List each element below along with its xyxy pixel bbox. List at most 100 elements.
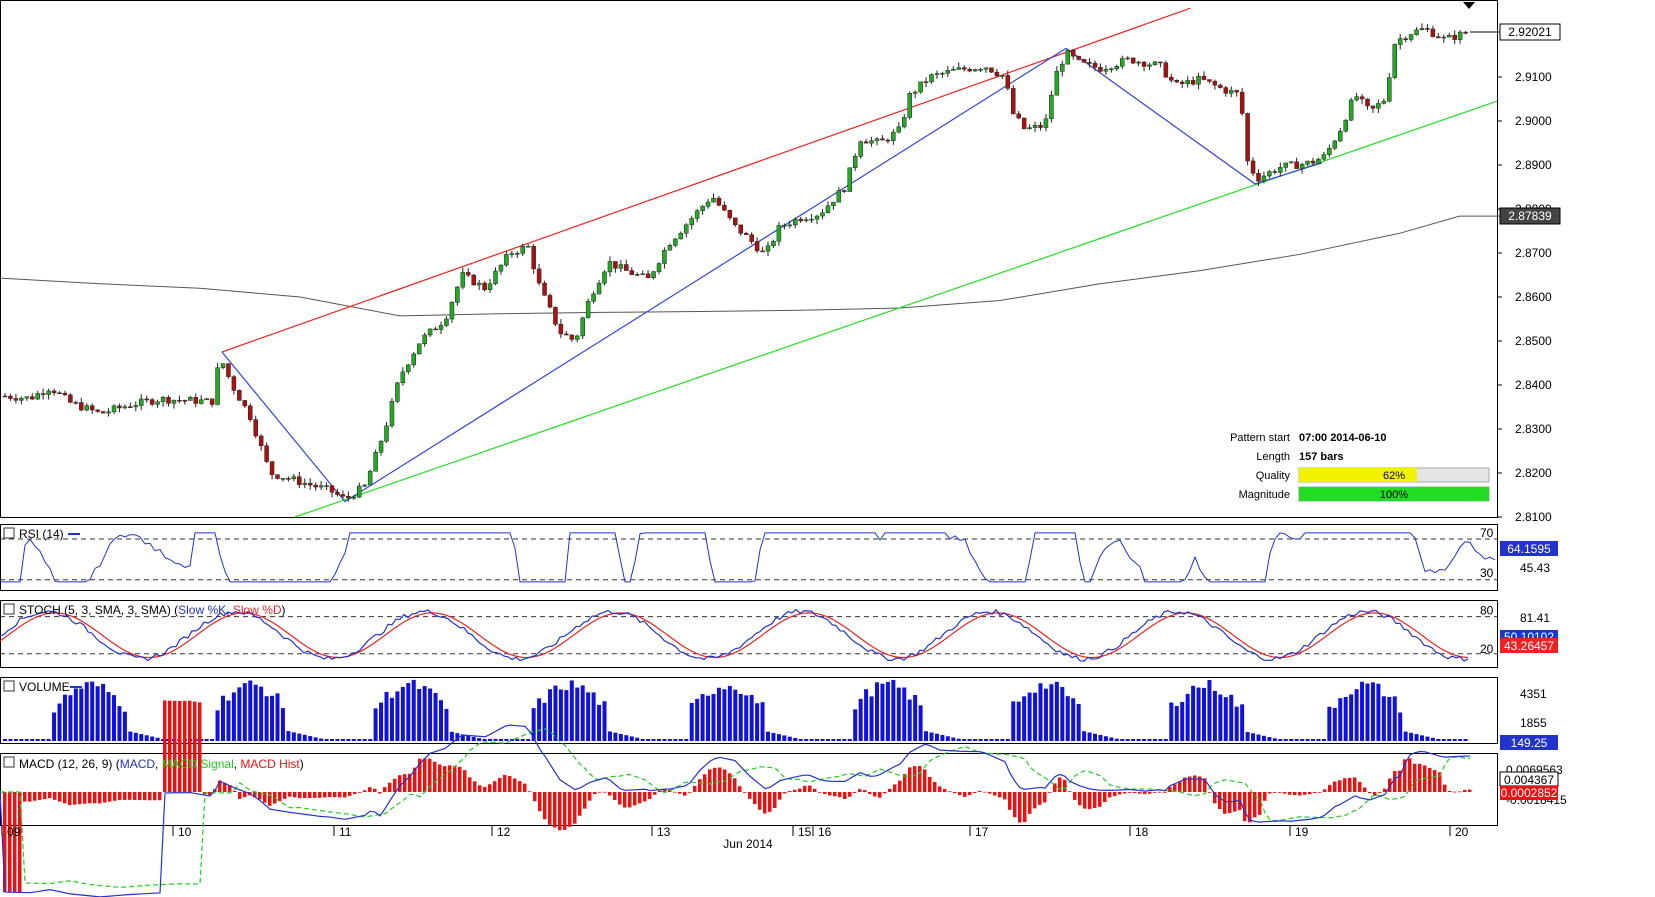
volume-bar [8,739,13,741]
volume-bar [1425,736,1430,741]
macd-hist-bar [843,792,847,799]
volume-bar [439,700,443,741]
volume-bar [667,739,672,741]
volume-bar [558,689,563,741]
candle-bull [302,482,307,485]
volume-bar [1278,739,1283,741]
volume-bar [90,681,95,741]
macd-hist-bar [113,792,117,801]
volume-bar [204,739,209,741]
candle-bull [133,405,139,408]
volume-bar [624,735,629,741]
macd-hist-bar [583,792,587,809]
volume-bar [1463,739,1468,741]
volume-bar [1147,739,1152,741]
macd-hist-bar [1443,784,1447,792]
macd-hist-bar [908,767,912,792]
volume-bar [389,697,394,741]
macd-hist-bar [708,769,712,792]
candle-bear [880,138,885,141]
macd-hist-bar [1233,792,1237,812]
macd-hist-bar [1088,792,1092,810]
candle-bear [547,295,553,308]
volume-bar [41,739,46,741]
price-tick-label: 2.8100 [1515,510,1552,524]
volume-bar [537,698,542,741]
candle-bull [1114,66,1120,70]
volume-bar [1000,739,1005,741]
volume-bar [1381,696,1386,741]
candle-bull [1305,160,1310,165]
volume-bar [221,695,225,741]
candle-bull [1120,58,1125,67]
candle-bull [1419,28,1425,31]
macd-hist-bar [828,792,832,796]
candle-bear [40,393,46,395]
volume-bar [346,739,351,741]
candle-bear [231,376,237,391]
macd-hist-bar [903,774,907,792]
candle-bear [1452,34,1457,40]
volume-bar [1125,739,1130,741]
volume-bar [531,708,536,741]
macd-hist-bar [33,792,37,801]
volume-bar [869,696,874,741]
candle-bull [1441,36,1447,39]
volume-bar [553,685,558,741]
candle-bull [673,238,678,246]
candle-bull [1147,64,1152,67]
price-tick-label: 2.8900 [1515,158,1552,172]
candle-bear [1016,113,1021,119]
macd-hist-bar [913,766,917,792]
volume-bar [1376,683,1381,741]
macd-hist-bar [258,792,262,800]
candle-bear [760,250,765,253]
candle-bull [874,138,880,141]
candle-bear [1272,171,1278,173]
macd-hist-bar [558,792,562,831]
macd-hist-bar [683,792,687,796]
volume-bar [607,731,612,741]
macd-hist-bar [503,774,507,792]
candle-bear [1310,160,1316,164]
volume-bar [1054,681,1059,741]
stoch-value-box: 50.10102 43.26457 [1500,630,1558,653]
macd-hist-bar [1343,778,1347,792]
volume-bar [106,692,111,741]
volume-bar [597,704,602,741]
candle-bull [1267,171,1272,177]
candle-bear [613,261,618,269]
macd-value-box: 0.004367 0.0002852 [1499,771,1559,800]
candle-bull [155,401,160,405]
macd-hist-bar [973,792,977,793]
macd-hist-bar [1148,792,1152,794]
volume-bar [951,737,956,741]
volume-bar [678,739,683,741]
candle-bull [1316,158,1321,164]
macd-hist-bar [1333,781,1337,792]
candle-bear [482,282,487,290]
candle-bull [934,73,940,75]
macd-hist-bar [423,758,427,792]
macd-hist-bar [1123,792,1127,794]
macd-hist-bar [1273,792,1277,793]
macd-hist-bar [468,777,472,792]
day-label: 11 [339,825,352,839]
candle-bull [711,197,716,203]
candle-bear [1038,125,1043,128]
candle-bull [694,210,700,219]
volume-bar [1093,733,1097,741]
macd-hist-bar [458,766,462,792]
macd-hist-bar [1158,791,1162,793]
macd-hist-bar [298,792,302,799]
volume-bar [1082,731,1087,741]
volume-bar [913,694,918,741]
candle-bull [188,397,193,401]
volume-bar [357,739,362,741]
macd-hist-bar [23,792,27,802]
macd-hist-bar [768,792,772,812]
volume-bar [1251,733,1256,741]
candle-bear [1365,98,1370,107]
volume-bar [3,739,7,741]
macd-hist-bar [163,700,167,792]
